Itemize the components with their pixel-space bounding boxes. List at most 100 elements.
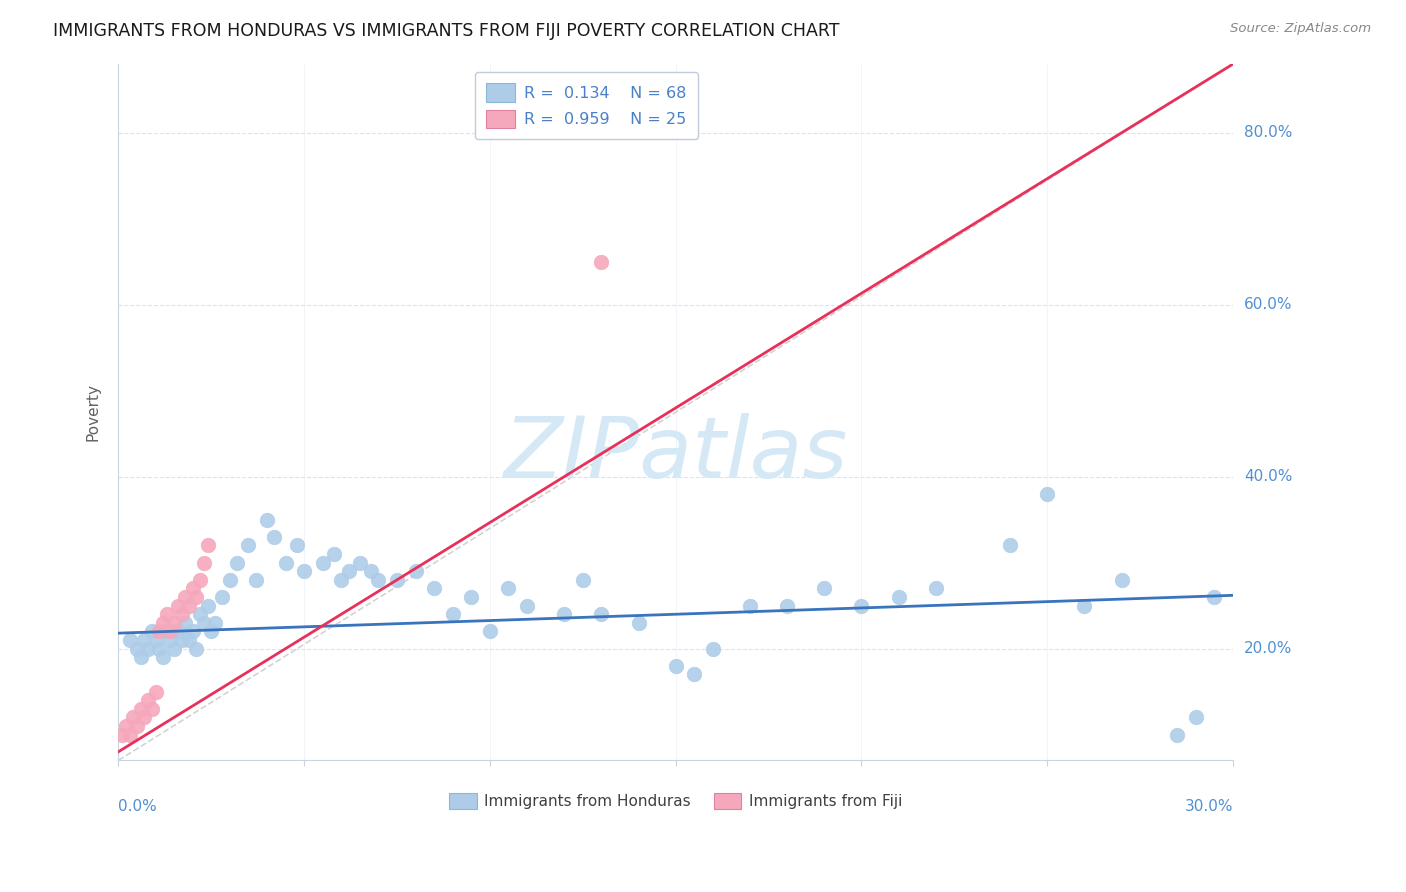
Point bbox=[200, 624, 222, 639]
Point bbox=[141, 624, 163, 639]
Point bbox=[114, 719, 136, 733]
Point bbox=[776, 599, 799, 613]
Text: ZIPatlas: ZIPatlas bbox=[503, 412, 848, 495]
Point bbox=[665, 658, 688, 673]
Point bbox=[125, 719, 148, 733]
Point bbox=[166, 624, 188, 639]
Point bbox=[118, 728, 141, 742]
Text: 20.0%: 20.0% bbox=[1244, 641, 1292, 657]
Point bbox=[136, 641, 159, 656]
Point bbox=[367, 573, 389, 587]
Point bbox=[134, 633, 156, 648]
Point bbox=[181, 624, 204, 639]
Point bbox=[478, 624, 501, 639]
Point bbox=[498, 582, 520, 596]
Point bbox=[125, 641, 148, 656]
Point bbox=[285, 539, 308, 553]
Text: 60.0%: 60.0% bbox=[1244, 297, 1292, 312]
Point bbox=[851, 599, 873, 613]
Point bbox=[312, 556, 335, 570]
Point bbox=[188, 607, 211, 622]
Text: 0.0%: 0.0% bbox=[118, 798, 157, 814]
Point bbox=[683, 667, 706, 681]
Point bbox=[1036, 487, 1059, 501]
Point bbox=[274, 556, 297, 570]
Point bbox=[571, 573, 593, 587]
Point bbox=[1111, 573, 1133, 587]
Point bbox=[738, 599, 761, 613]
Point bbox=[591, 607, 613, 622]
Point bbox=[1073, 599, 1095, 613]
Point bbox=[193, 615, 215, 630]
Point bbox=[186, 641, 208, 656]
Point bbox=[1185, 710, 1208, 724]
Point bbox=[263, 530, 285, 544]
Point bbox=[998, 539, 1021, 553]
Point bbox=[238, 539, 260, 553]
Point bbox=[152, 615, 174, 630]
Point bbox=[141, 702, 163, 716]
Point bbox=[1166, 728, 1188, 742]
Point bbox=[813, 582, 835, 596]
Point bbox=[256, 513, 278, 527]
Point bbox=[166, 599, 188, 613]
Text: Source: ZipAtlas.com: Source: ZipAtlas.com bbox=[1230, 22, 1371, 36]
Text: 30.0%: 30.0% bbox=[1184, 798, 1233, 814]
Point bbox=[148, 624, 170, 639]
Text: 80.0%: 80.0% bbox=[1244, 126, 1292, 140]
Point bbox=[1204, 590, 1226, 604]
Text: 40.0%: 40.0% bbox=[1244, 469, 1292, 484]
Point bbox=[170, 633, 193, 648]
Point bbox=[591, 254, 613, 268]
Point bbox=[122, 710, 145, 724]
Point bbox=[136, 693, 159, 707]
Point bbox=[627, 615, 650, 630]
Point bbox=[360, 564, 382, 578]
Point bbox=[174, 615, 197, 630]
Point bbox=[129, 650, 152, 665]
Point bbox=[145, 633, 167, 648]
Point bbox=[152, 650, 174, 665]
Point bbox=[245, 573, 267, 587]
Point bbox=[516, 599, 538, 613]
Point bbox=[322, 547, 344, 561]
Point bbox=[134, 710, 156, 724]
Point bbox=[186, 590, 208, 604]
Point bbox=[337, 564, 360, 578]
Point bbox=[423, 582, 446, 596]
Point bbox=[163, 641, 186, 656]
Point bbox=[218, 573, 240, 587]
Point bbox=[405, 564, 427, 578]
Point bbox=[118, 633, 141, 648]
Point bbox=[211, 590, 233, 604]
Point bbox=[111, 728, 134, 742]
Point bbox=[925, 582, 948, 596]
Point bbox=[226, 556, 249, 570]
Point bbox=[163, 615, 186, 630]
Point bbox=[181, 582, 204, 596]
Point bbox=[159, 624, 181, 639]
Point bbox=[159, 633, 181, 648]
Point bbox=[385, 573, 408, 587]
Point bbox=[177, 633, 200, 648]
Point bbox=[197, 599, 219, 613]
Point bbox=[129, 702, 152, 716]
Point bbox=[460, 590, 482, 604]
Point bbox=[174, 590, 197, 604]
Point bbox=[148, 641, 170, 656]
Point bbox=[177, 599, 200, 613]
Point bbox=[156, 607, 179, 622]
Point bbox=[702, 641, 724, 656]
Point bbox=[292, 564, 315, 578]
Point bbox=[553, 607, 575, 622]
Text: IMMIGRANTS FROM HONDURAS VS IMMIGRANTS FROM FIJI POVERTY CORRELATION CHART: IMMIGRANTS FROM HONDURAS VS IMMIGRANTS F… bbox=[53, 22, 839, 40]
Point bbox=[441, 607, 464, 622]
Point bbox=[145, 684, 167, 698]
Y-axis label: Poverty: Poverty bbox=[86, 384, 100, 442]
Legend: Immigrants from Honduras, Immigrants from Fiji: Immigrants from Honduras, Immigrants fro… bbox=[443, 788, 908, 815]
Point bbox=[193, 556, 215, 570]
Point bbox=[204, 615, 226, 630]
Point bbox=[156, 624, 179, 639]
Point bbox=[197, 539, 219, 553]
Point bbox=[330, 573, 353, 587]
